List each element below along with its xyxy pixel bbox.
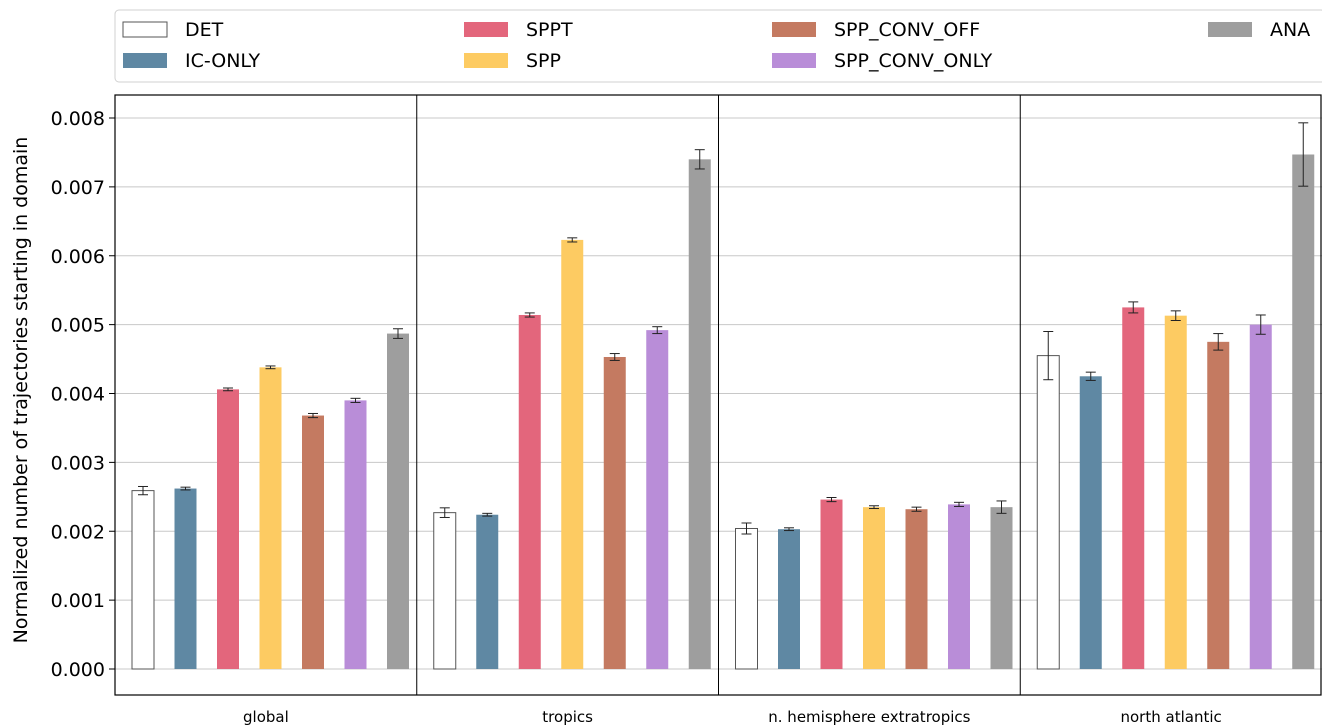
legend-item-det: DET	[122, 19, 224, 41]
legend-label: IC-ONLY	[185, 50, 260, 72]
bar-ana-1	[688, 159, 711, 669]
error-bar	[652, 326, 663, 335]
plot-frame	[114, 94, 1322, 696]
error-bar	[741, 522, 752, 535]
error-bar	[1170, 310, 1181, 321]
bar-ic-only-1	[476, 514, 499, 669]
bar-ana-3	[1292, 154, 1315, 669]
x-group-label: north atlantic	[1121, 708, 1222, 726]
legend-label: ANA	[1270, 19, 1310, 41]
y-tick-label: 0.008	[51, 108, 105, 130]
bar-det-2	[735, 527, 758, 670]
legend-item-spp: SPP	[464, 50, 561, 72]
error-bar	[1255, 314, 1266, 335]
x-group-label: n. hemisphere extratropics	[768, 708, 970, 726]
error-bar	[567, 237, 578, 243]
legend: DET IC-ONLY SPPT SPP SPP_CONV_OFF SPP_CONV_ON…	[114, 9, 1322, 83]
legend-swatch	[464, 53, 508, 68]
bar-spp-3	[1164, 315, 1187, 669]
legend-swatch	[464, 22, 508, 37]
y-axis-ticks: 0.000 0.001 0.002 0.003 0.004 0.005 0.006 0.007…	[51, 108, 115, 681]
bar-sppt-0	[217, 389, 239, 669]
error-bar	[1128, 301, 1139, 314]
legend-item-spp-conv-off: SPP_CONV_OFF	[772, 19, 980, 41]
error-bar	[996, 500, 1007, 514]
bar-det-1	[433, 512, 457, 670]
error-bar	[265, 365, 276, 370]
error-bar	[784, 527, 794, 532]
y-tick-label: 0.006	[51, 246, 105, 268]
bar-ic-only-0	[174, 488, 197, 669]
legend-swatch	[122, 21, 168, 38]
error-bar	[308, 412, 318, 419]
error-bar	[694, 149, 705, 170]
bar-ic-only-2	[778, 529, 800, 669]
bar-spp-conv-off-0	[302, 415, 324, 669]
y-tick-label: 0.007	[51, 177, 105, 199]
bars	[131, 122, 1315, 670]
bar-det-0	[131, 490, 155, 670]
error-bar	[1213, 333, 1224, 351]
legend-label: SPP	[526, 50, 561, 72]
error-bar	[826, 497, 837, 503]
bar-ana-2	[990, 507, 1013, 669]
bar-spp-conv-only-3	[1249, 324, 1272, 669]
bar-spp-1	[561, 239, 584, 669]
error-bar	[138, 485, 148, 496]
y-tick-label: 0.003	[51, 452, 105, 474]
bar-ic-only-3	[1079, 376, 1102, 669]
error-bar	[911, 506, 922, 512]
legend-item-sppt: SPPT	[464, 19, 573, 41]
error-bar	[482, 512, 493, 517]
legend-label: DET	[185, 19, 224, 41]
x-group-label: tropics	[542, 708, 593, 726]
bar-spp-conv-only-0	[344, 400, 367, 669]
bar-spp-0	[259, 367, 282, 669]
error-bar	[1043, 331, 1054, 381]
bar-sppt-2	[820, 499, 843, 669]
legend-swatch	[123, 53, 167, 68]
legend-swatch	[772, 22, 816, 37]
error-bar	[180, 486, 191, 491]
legend-label: SPP_CONV_ONLY	[834, 50, 993, 72]
y-tick-label: 0.002	[51, 521, 105, 543]
bar-spp-conv-only-1	[646, 330, 669, 669]
bar-spp-conv-only-2	[948, 504, 970, 669]
y-tick-label: 0.004	[51, 384, 105, 406]
error-bar	[393, 328, 403, 339]
error-bar	[1298, 122, 1309, 187]
legend-item-ana: ANA	[1208, 19, 1310, 41]
legend-item-ic-only: IC-ONLY	[123, 50, 260, 72]
bar-ana-0	[387, 333, 409, 669]
legend-label: SPP_CONV_OFF	[834, 19, 980, 41]
legend-label: SPPT	[526, 19, 573, 41]
y-tick-label: 0.000	[51, 659, 105, 681]
error-bar	[954, 501, 964, 507]
bar-spp-conv-off-2	[905, 509, 928, 669]
bar-spp-2	[863, 507, 885, 669]
error-bar	[869, 505, 879, 510]
error-bar	[609, 353, 620, 361]
bar-det-3	[1036, 355, 1060, 670]
error-bar	[524, 312, 535, 318]
y-tick-label: 0.001	[51, 590, 105, 612]
legend-box	[114, 9, 1322, 83]
x-axis-group-labels: global tropics n. hemisphere extratropics n…	[243, 708, 1222, 726]
error-bar	[223, 387, 233, 392]
bar-sppt-3	[1122, 307, 1145, 669]
error-bar	[1085, 371, 1096, 381]
x-group-label: global	[243, 708, 289, 726]
y-tick-label: 0.005	[51, 315, 105, 337]
legend-swatch	[1208, 22, 1252, 37]
y-axis-title: Normalized number of trajectories starti…	[10, 137, 32, 644]
bar-spp-conv-off-1	[603, 356, 626, 669]
legend-item-spp-conv-only: SPP_CONV_ONLY	[772, 50, 993, 72]
error-bar	[439, 507, 450, 518]
legend-swatch	[772, 53, 816, 68]
error-bar	[350, 397, 361, 403]
bar-sppt-1	[518, 314, 541, 669]
bar-spp-conv-off-3	[1207, 341, 1230, 669]
